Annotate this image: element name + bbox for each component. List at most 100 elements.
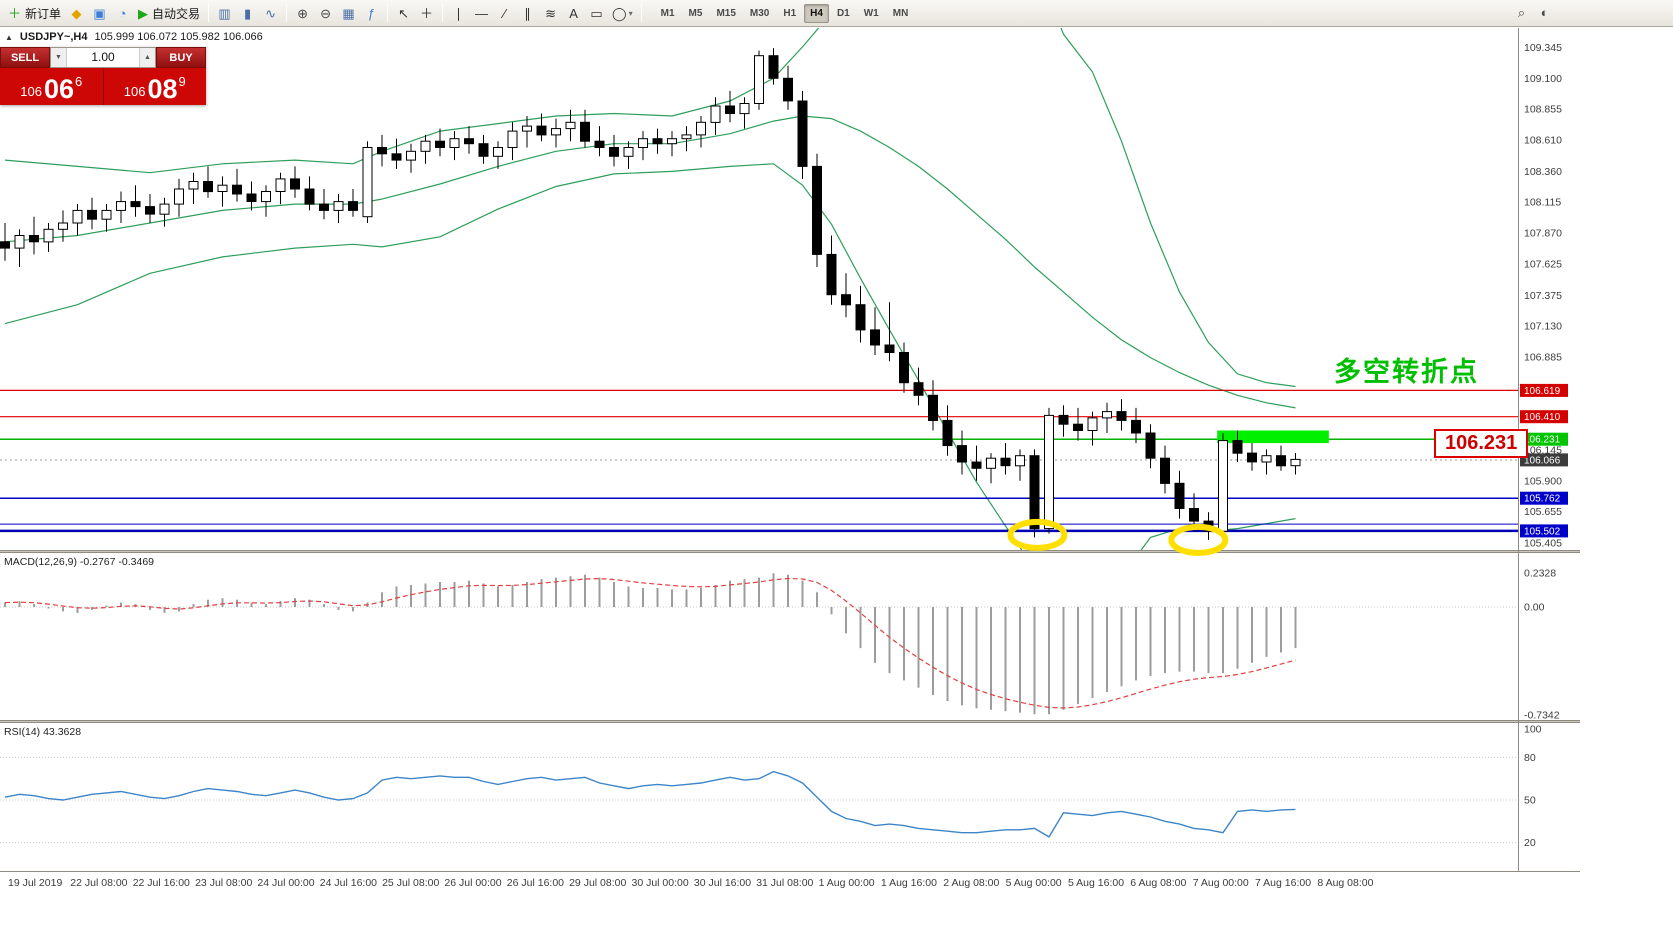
svg-text:24 Jul 16:00: 24 Jul 16:00 (320, 877, 377, 889)
day-night-icon[interactable]: ◐ (1540, 5, 1549, 20)
svg-text:5 Aug 16:00: 5 Aug 16:00 (1068, 877, 1124, 889)
new-order-button-glyph: ＋ (8, 5, 22, 21)
shapes-icon-dropdown[interactable]: ▾ (628, 8, 633, 18)
top-toolbar: ＋新订单 ◆ ▣ ◔ ▶ 自动交易 ▥ ▮ ∿ ⊕ ⊖ ▦ ƒ ↖ ＋ ∣ ― ∕ ∥ ≋ A ▭ ◯ ▾ M1 M5 M15 M3… (0, 0, 1673, 27)
bar-chart-icon-glyph: ▥ (218, 5, 231, 21)
text-icon[interactable]: A (563, 3, 584, 24)
channel-icon[interactable]: ∥ (517, 3, 538, 24)
svg-text:30 Jul 00:00: 30 Jul 00:00 (632, 877, 689, 889)
sell-button[interactable]: SELL (0, 47, 50, 68)
zoom-in-icon-glyph: ⊕ (297, 5, 308, 21)
price-tag-105.502 (1520, 524, 1568, 538)
one-click-trading-panel: SELL ▼ 1.00 ▲ BUY 106 06 6 106 08 9 (0, 47, 206, 105)
mql5-icon-glyph: ◆ (71, 5, 82, 21)
svg-text:6 Aug 08:00: 6 Aug 08:00 (1130, 877, 1186, 889)
timeframe-m5[interactable]: M5 (688, 7, 703, 19)
svg-text:105.655: 105.655 (1524, 506, 1562, 518)
volume-input[interactable]: 1.00 (91, 50, 115, 64)
svg-text:109.100: 109.100 (1524, 73, 1562, 85)
svg-text:25 Jul 08:00: 25 Jul 08:00 (382, 877, 439, 889)
buy-price-display[interactable]: 106 08 9 (103, 68, 206, 105)
timeframe-m1[interactable]: M1 (660, 7, 675, 19)
svg-text:106.231: 106.231 (1524, 435, 1561, 446)
sell-price-pip: 6 (75, 74, 83, 89)
fibonacci-icon[interactable]: ≋ (540, 3, 561, 24)
indicators-icon[interactable]: ƒ (361, 3, 382, 24)
zoom-out-icon[interactable]: ⊖ (315, 3, 336, 24)
sell-price-display[interactable]: 106 06 6 (0, 68, 104, 105)
candlesticks (0, 48, 1301, 540)
svg-text:24 Jul 00:00: 24 Jul 00:00 (257, 877, 314, 889)
timeframe-w1[interactable]: W1 (863, 7, 879, 19)
price-callout-box: 106.231 (1434, 429, 1529, 458)
svg-text:22 Jul 16:00: 22 Jul 16:00 (133, 877, 190, 889)
svg-text:107.625: 107.625 (1524, 258, 1562, 270)
svg-text:107.375: 107.375 (1524, 290, 1562, 302)
mql5-icon[interactable]: ◆ (66, 3, 87, 24)
svg-text:105.762: 105.762 (1524, 494, 1561, 505)
vertical-line-icon-glyph: ∣ (455, 5, 462, 21)
double-bottom-ellipses (1007, 518, 1229, 556)
timeframe-group: M1 M5 M15 M30 H1 H4 D1 W1 MN (654, 3, 916, 23)
search-icon[interactable]: ⌕ (1517, 4, 1526, 20)
buy-price-prefix: 106 (123, 84, 146, 100)
market-watch-icon[interactable]: ▣ (89, 3, 110, 24)
svg-text:100: 100 (1524, 724, 1542, 736)
crosshair-icon-glyph: ＋ (420, 5, 434, 21)
vertical-line-icon[interactable]: ∣ (448, 3, 469, 24)
timeframe-d1[interactable]: D1 (836, 7, 850, 19)
market-watch-icon-glyph: ▣ (93, 5, 106, 21)
line-chart-icon[interactable]: ∿ (260, 3, 281, 24)
history-center-icon[interactable]: ◔ (112, 3, 133, 24)
volume-increase-button[interactable]: ▲ (139, 48, 155, 67)
price-chart-svg: MACD(12,26,9) -0.2767 -0.3469 RSI(14) 43.… (0, 28, 1580, 895)
svg-text:108.610: 108.610 (1524, 134, 1562, 146)
crosshair-icon[interactable]: ＋ (416, 3, 437, 24)
toolbar-separator (387, 4, 389, 22)
timeframe-h4[interactable]: H4 (804, 3, 829, 23)
new-order-button[interactable]: ＋新订单 (5, 3, 64, 24)
volume-control: ▼ 1.00 ▲ (50, 47, 156, 68)
svg-text:105.502: 105.502 (1524, 526, 1561, 537)
svg-text:80: 80 (1524, 752, 1536, 764)
svg-text:0.2328: 0.2328 (1524, 567, 1556, 579)
timeframe-mn[interactable]: MN (892, 7, 909, 19)
candlestick-chart-icon[interactable]: ▮ (237, 3, 258, 24)
volume-decrease-button[interactable]: ▼ (51, 48, 67, 67)
svg-text:105.405: 105.405 (1524, 538, 1562, 550)
trendline-icon-glyph: ∕ (503, 5, 506, 21)
shapes-icon-glyph: ◯ (612, 5, 627, 21)
svg-text:107.870: 107.870 (1524, 228, 1562, 240)
collapse-panel-icon[interactable]: ▲ (5, 32, 13, 42)
autotrading-button-label: 自动交易 (152, 6, 201, 21)
trendline-icon[interactable]: ∕ (494, 3, 515, 24)
svg-text:31 Jul 08:00: 31 Jul 08:00 (756, 877, 813, 889)
new-order-button-label: 新订单 (25, 6, 62, 21)
shapes-icon[interactable]: ◯ ▾ (609, 3, 636, 24)
buy-price-pip: 9 (178, 74, 186, 89)
svg-text:0.00: 0.00 (1524, 602, 1545, 614)
horizontal-line-icon[interactable]: ― (471, 3, 492, 24)
tile-windows-icon[interactable]: ▦ (338, 3, 359, 24)
timeframe-h1[interactable]: H1 (783, 7, 797, 19)
buy-button[interactable]: BUY (156, 47, 206, 68)
candlestick-chart-icon-glyph: ▮ (243, 5, 252, 21)
bar-chart-icon[interactable]: ▥ (214, 3, 235, 24)
svg-text:50: 50 (1524, 795, 1536, 807)
svg-text:108.855: 108.855 (1524, 104, 1562, 116)
cursor-icon-glyph: ↖ (398, 5, 409, 21)
svg-text:7 Aug 16:00: 7 Aug 16:00 (1255, 877, 1311, 889)
autotrading-button-glyph: ▶ (138, 5, 149, 21)
price-tag-106.410 (1520, 410, 1568, 424)
svg-text:30 Jul 16:00: 30 Jul 16:00 (694, 877, 751, 889)
timeframe-m30[interactable]: M30 (749, 7, 770, 19)
macd-label: MACD(12,26,9) -0.2767 -0.3469 (4, 556, 154, 568)
text-label-icon[interactable]: ▭ (586, 3, 607, 24)
autotrading-button[interactable]: ▶ 自动交易 (135, 3, 203, 24)
svg-text:1 Aug 00:00: 1 Aug 00:00 (819, 877, 875, 889)
macd-pane: MACD(12,26,9) -0.2767 -0.3469 (0, 556, 1518, 715)
cursor-icon[interactable]: ↖ (393, 3, 414, 24)
timeframe-m15[interactable]: M15 (716, 7, 736, 19)
zoom-in-icon[interactable]: ⊕ (292, 3, 313, 24)
